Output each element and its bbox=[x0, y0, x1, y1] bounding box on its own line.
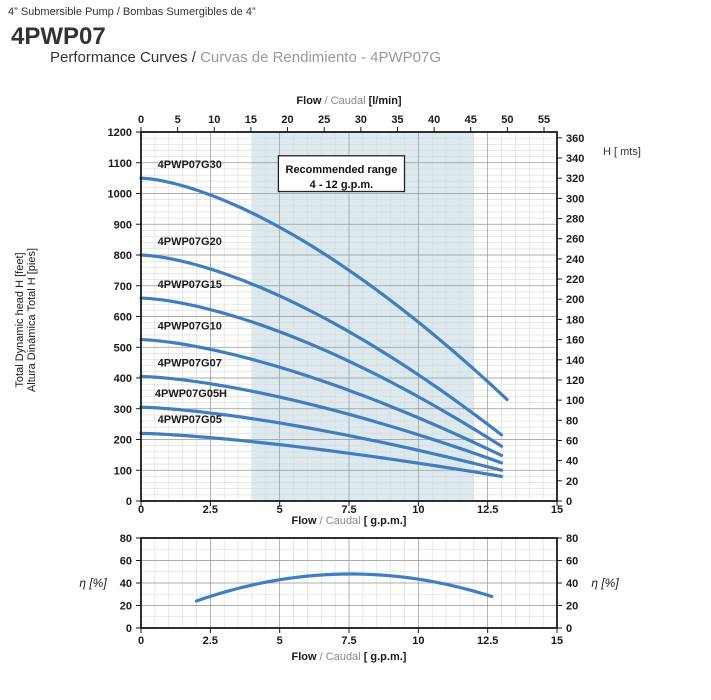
svg-text:7.5: 7.5 bbox=[341, 635, 356, 647]
svg-text:500: 500 bbox=[114, 342, 132, 354]
svg-text:360: 360 bbox=[566, 133, 584, 145]
svg-text:0: 0 bbox=[138, 504, 144, 516]
svg-text:100: 100 bbox=[114, 465, 132, 477]
svg-text:220: 220 bbox=[566, 274, 584, 286]
svg-text:Flow / Caudal [ g.p.m.]: Flow / Caudal [ g.p.m.] bbox=[292, 651, 407, 663]
svg-text:0: 0 bbox=[126, 496, 132, 508]
svg-text:240: 240 bbox=[566, 254, 584, 266]
svg-text:25: 25 bbox=[318, 114, 330, 126]
svg-text:120: 120 bbox=[566, 375, 584, 387]
svg-text:80: 80 bbox=[566, 415, 578, 427]
svg-text:320: 320 bbox=[566, 173, 584, 185]
svg-text:4PWP07G20: 4PWP07G20 bbox=[158, 236, 222, 248]
svg-text:15: 15 bbox=[551, 635, 563, 647]
svg-text:12.5: 12.5 bbox=[477, 635, 498, 647]
svg-text:12.5: 12.5 bbox=[477, 504, 498, 516]
svg-text:10: 10 bbox=[208, 114, 220, 126]
svg-text:20: 20 bbox=[566, 476, 578, 488]
svg-text:1000: 1000 bbox=[108, 189, 132, 201]
svg-text:10: 10 bbox=[412, 635, 424, 647]
svg-text:140: 140 bbox=[566, 355, 584, 367]
svg-text:Recommended range: Recommended range bbox=[286, 164, 398, 176]
svg-text:4PWP07G05: 4PWP07G05 bbox=[158, 414, 222, 426]
svg-text:0: 0 bbox=[138, 114, 144, 126]
svg-text:30: 30 bbox=[355, 114, 367, 126]
svg-text:20: 20 bbox=[566, 601, 578, 613]
svg-text:200: 200 bbox=[114, 435, 132, 447]
svg-text:40: 40 bbox=[428, 114, 440, 126]
svg-text:340: 340 bbox=[566, 153, 584, 165]
svg-text:600: 600 bbox=[114, 312, 132, 324]
svg-text:η [%]: η [%] bbox=[591, 576, 619, 590]
svg-text:5: 5 bbox=[277, 635, 283, 647]
svg-text:40: 40 bbox=[566, 578, 578, 590]
svg-text:15: 15 bbox=[245, 114, 257, 126]
svg-text:280: 280 bbox=[566, 214, 584, 226]
svg-text:300: 300 bbox=[566, 193, 584, 205]
svg-text:45: 45 bbox=[465, 114, 477, 126]
svg-text:0: 0 bbox=[566, 496, 572, 508]
svg-text:60: 60 bbox=[566, 435, 578, 447]
svg-text:Altura Dinámica Total H [pies]: Altura Dinámica Total H [pies] bbox=[26, 248, 38, 392]
svg-text:800: 800 bbox=[114, 250, 132, 262]
svg-text:1100: 1100 bbox=[108, 158, 132, 170]
svg-text:4PWP07G07: 4PWP07G07 bbox=[158, 357, 222, 369]
svg-text:4PWP07G05H: 4PWP07G05H bbox=[155, 388, 227, 400]
svg-text:700: 700 bbox=[114, 281, 132, 293]
svg-text:55: 55 bbox=[538, 114, 550, 126]
svg-text:400: 400 bbox=[114, 373, 132, 385]
svg-text:4PWP07G15: 4PWP07G15 bbox=[158, 279, 222, 291]
svg-text:50: 50 bbox=[501, 114, 513, 126]
svg-text:2.5: 2.5 bbox=[203, 635, 218, 647]
svg-text:H [ mts]: H [ mts] bbox=[603, 146, 641, 158]
svg-text:180: 180 bbox=[566, 314, 584, 326]
svg-text:0: 0 bbox=[126, 623, 132, 635]
svg-text:10: 10 bbox=[412, 504, 424, 516]
svg-text:80: 80 bbox=[120, 533, 132, 545]
svg-text:20: 20 bbox=[281, 114, 293, 126]
svg-text:35: 35 bbox=[391, 114, 403, 126]
svg-text:100: 100 bbox=[566, 395, 584, 407]
svg-text:1200: 1200 bbox=[108, 127, 132, 139]
svg-text:60: 60 bbox=[566, 556, 578, 568]
svg-text:40: 40 bbox=[120, 578, 132, 590]
svg-text:200: 200 bbox=[566, 294, 584, 306]
svg-text:Flow / Caudal [l/min]: Flow / Caudal [l/min] bbox=[296, 95, 401, 107]
svg-text:0: 0 bbox=[566, 623, 572, 635]
svg-text:5: 5 bbox=[277, 504, 283, 516]
svg-text:900: 900 bbox=[114, 219, 132, 231]
svg-text:15: 15 bbox=[551, 504, 563, 516]
svg-text:2.5: 2.5 bbox=[203, 504, 218, 516]
svg-text:Total Dynamic head H [feet]: Total Dynamic head H [feet] bbox=[14, 252, 26, 387]
svg-text:4 - 12 g.p.m.: 4 - 12 g.p.m. bbox=[310, 179, 374, 191]
svg-text:60: 60 bbox=[120, 556, 132, 568]
svg-text:η [%]: η [%] bbox=[79, 576, 107, 590]
svg-text:20: 20 bbox=[120, 601, 132, 613]
svg-text:40: 40 bbox=[566, 456, 578, 468]
svg-text:4PWP07G10: 4PWP07G10 bbox=[158, 320, 222, 332]
svg-text:0: 0 bbox=[138, 635, 144, 647]
svg-text:160: 160 bbox=[566, 335, 584, 347]
svg-text:Flow / Caudal [ g.p.m.]: Flow / Caudal [ g.p.m.] bbox=[292, 515, 407, 527]
svg-text:300: 300 bbox=[114, 404, 132, 416]
svg-text:4PWP07G30: 4PWP07G30 bbox=[158, 159, 222, 171]
svg-text:80: 80 bbox=[566, 533, 578, 545]
svg-text:5: 5 bbox=[175, 114, 181, 126]
svg-text:260: 260 bbox=[566, 234, 584, 246]
